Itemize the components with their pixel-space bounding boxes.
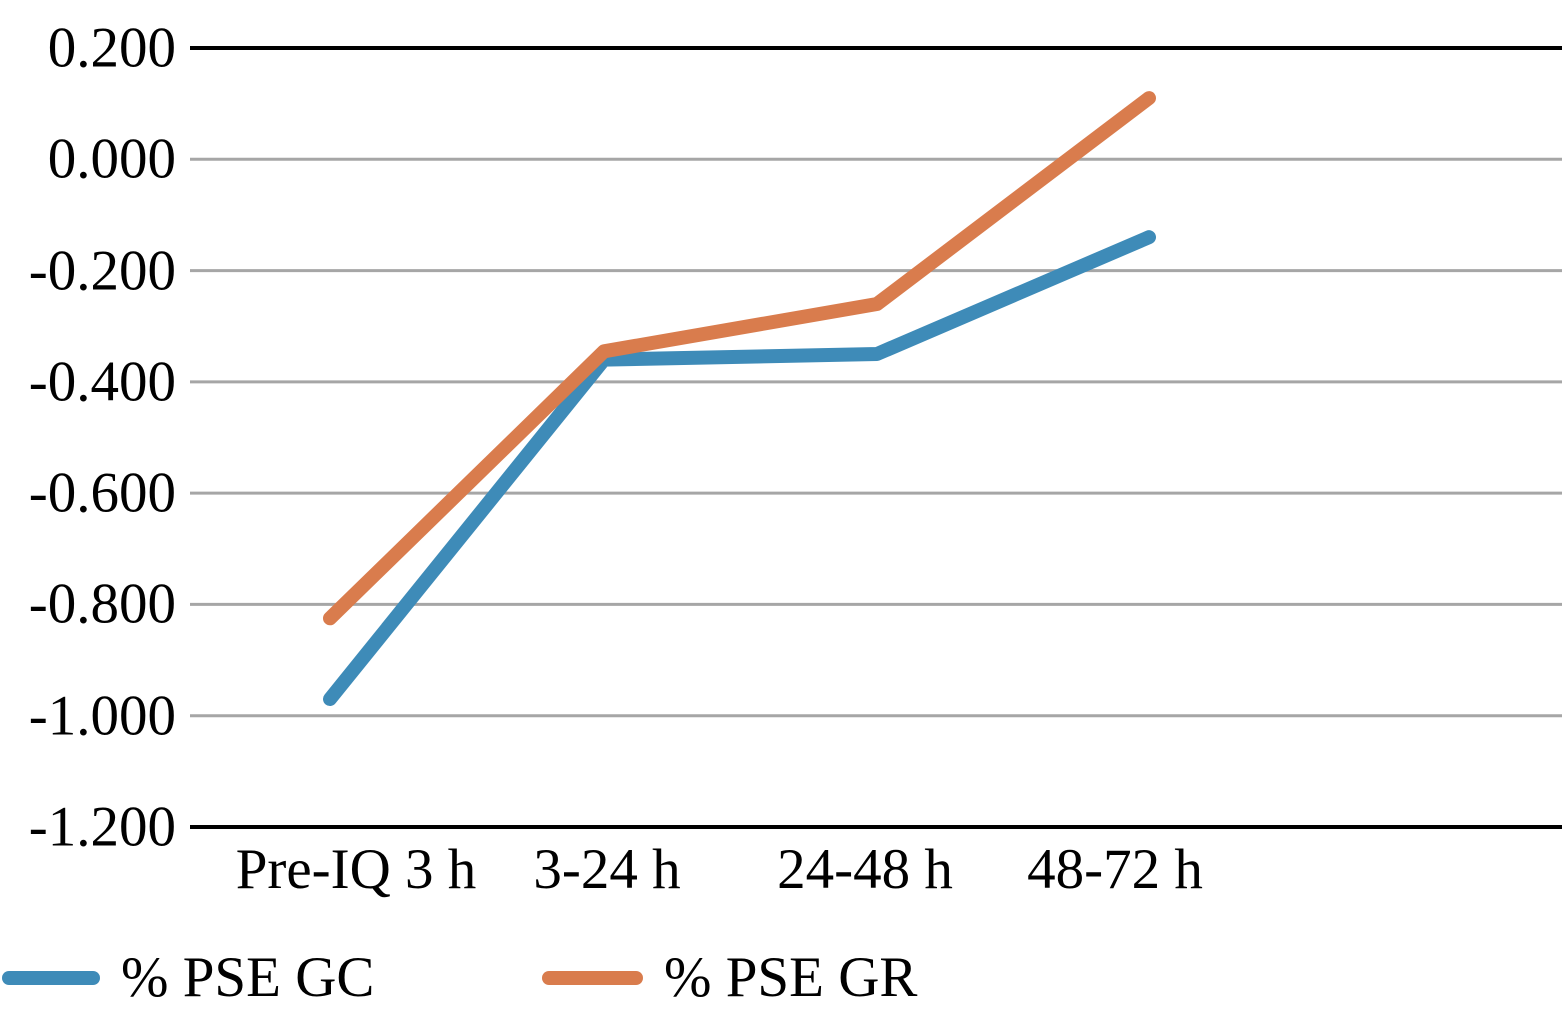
- legend-line-swatch-gc-icon: [2, 971, 100, 985]
- y-tick-label: -0.600: [28, 461, 176, 525]
- y-tick-label: -1.200: [28, 795, 176, 859]
- legend-line-swatch-gr-icon: [542, 971, 643, 985]
- x-category-label: 3-24 h: [533, 838, 681, 901]
- y-tick-label: -0.800: [28, 572, 176, 636]
- legend-item-pse-gc: % PSE GC: [2, 948, 374, 1008]
- y-tick-label: -0.200: [28, 239, 176, 303]
- y-tick-label: -1.000: [28, 684, 176, 748]
- x-category-label: Pre-IQ 3 h: [235, 838, 477, 901]
- legend-label-pse-gc: % PSE GC: [121, 946, 375, 1009]
- y-tick-label: -0.400: [28, 350, 176, 414]
- y-tick-label: 0.000: [47, 127, 176, 191]
- legend-label-pse-gr: % PSE GR: [664, 946, 918, 1009]
- legend-item-pse-gr: % PSE GR: [542, 948, 917, 1008]
- x-category-label: 48-72 h: [1027, 838, 1203, 901]
- series-line-gr: [323, 91, 1156, 626]
- series-line-gc: [323, 230, 1156, 706]
- x-category-label: 24-48 h: [777, 838, 953, 901]
- y-tick-label: 0.200: [47, 16, 176, 80]
